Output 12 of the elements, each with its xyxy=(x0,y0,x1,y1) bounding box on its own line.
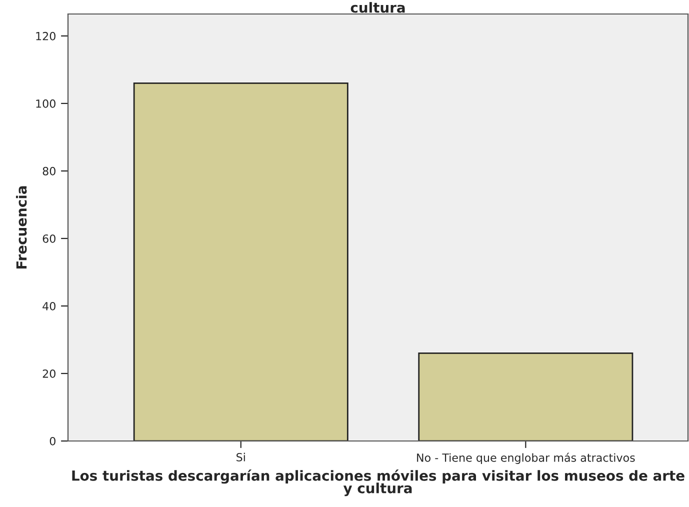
y-axis-title: Frecuencia xyxy=(16,186,27,269)
y-tick-label: 60 xyxy=(42,234,56,243)
x-tick-label: Si xyxy=(236,452,245,462)
y-tick-label: 0 xyxy=(50,436,56,446)
x-axis-title: Los turistas descargarían aplicaciones móviles para visitar los museos de arte y cultura xyxy=(72,470,684,496)
chart-title: cultura xyxy=(350,2,405,13)
y-tick-label: 100 xyxy=(36,99,56,108)
y-tick-label: 80 xyxy=(42,166,56,176)
y-tick-label: 20 xyxy=(42,369,56,378)
x-tick-label: No - Tiene que englobar más atractivos xyxy=(417,452,635,464)
y-tick-label: 120 xyxy=(36,32,56,40)
y-tick-label: 40 xyxy=(42,302,56,310)
